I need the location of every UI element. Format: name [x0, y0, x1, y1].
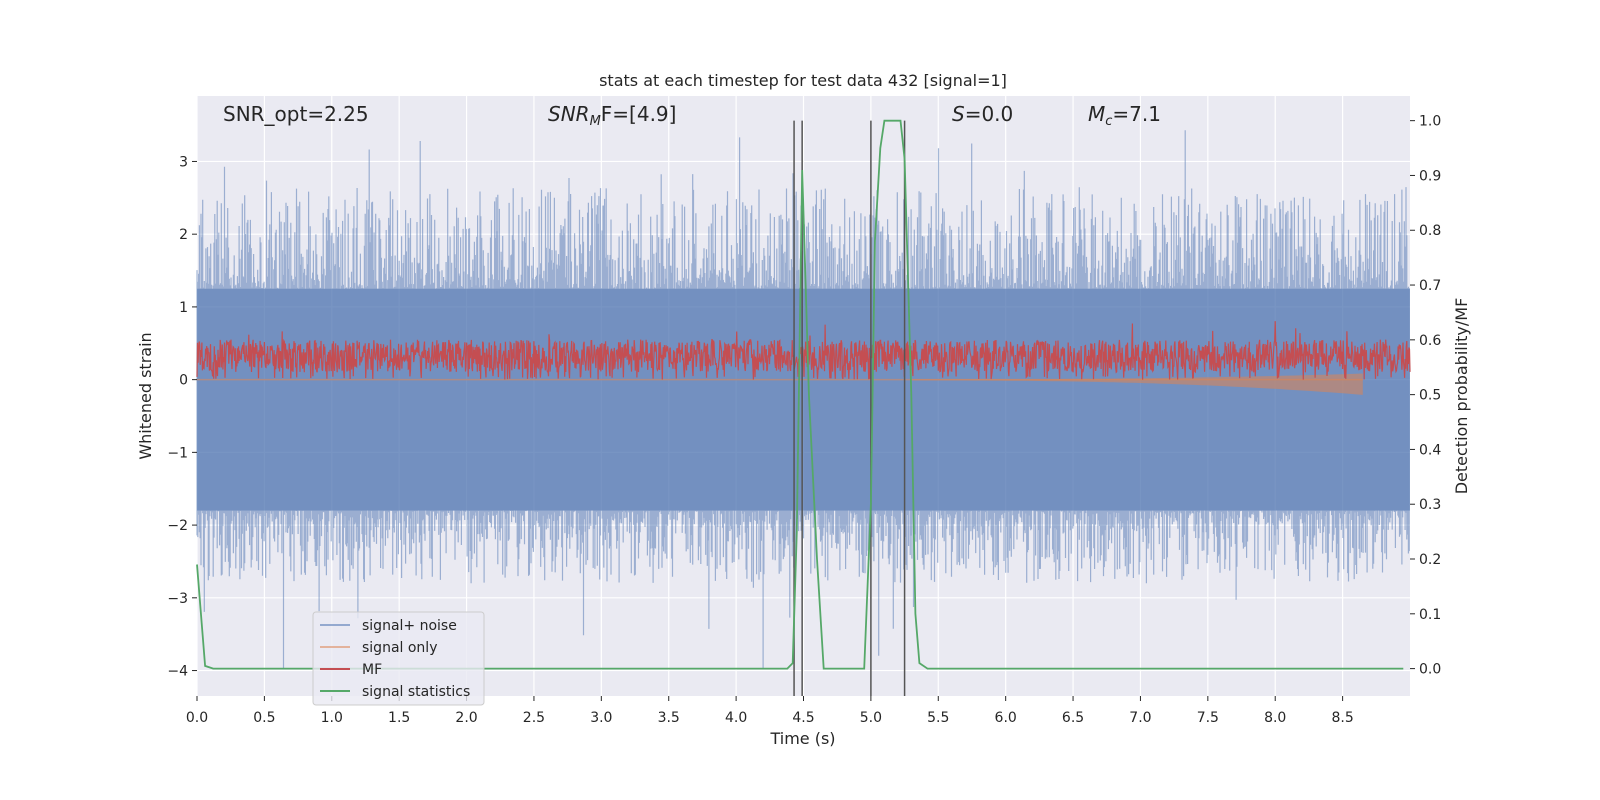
x-tick-label: 0.5: [253, 710, 275, 726]
x-tick-label: 0.0: [186, 710, 208, 726]
x-tick-label: 8.0: [1264, 710, 1286, 726]
legend: signal+ noise signal only MF signal stat…: [312, 611, 485, 706]
y-tick-label: 1: [179, 300, 188, 316]
x-tick-label: 3.0: [590, 710, 612, 726]
x-tick-label: 5.0: [860, 710, 882, 726]
y2-tick-label: 0.2: [1419, 552, 1441, 568]
legend-label-signal-only: signal only: [362, 640, 437, 656]
x-tick-label: 5.5: [927, 710, 949, 726]
y2-tick-label: 0.7: [1419, 278, 1441, 294]
x-tick-label: 7.0: [1129, 710, 1151, 726]
y2-tick-label: 0.9: [1419, 168, 1441, 184]
y-tick-label: −2: [167, 518, 188, 534]
y2-tick-label: 0.6: [1419, 333, 1441, 349]
y2-tick-label: 0.4: [1419, 442, 1441, 458]
series-mf: [196, 321, 1411, 380]
legend-label-mf: MF: [362, 662, 382, 678]
y2-tick-label: 1.0: [1419, 114, 1441, 130]
x-tick-label: 2.0: [455, 710, 477, 726]
x-tick-label: 8.5: [1331, 710, 1353, 726]
x-tick-label: 7.5: [1197, 710, 1219, 726]
x-tick-label: 1.0: [321, 710, 343, 726]
chart-title: stats at each timestep for test data 432…: [599, 71, 1007, 90]
x-tick-label: 4.0: [725, 710, 747, 726]
annotation-s: S=0.0: [952, 102, 1013, 126]
y-tick-label: 2: [179, 227, 188, 243]
y2-tick-label: 0.3: [1419, 497, 1441, 513]
y-tick-label: 0: [179, 373, 188, 389]
annotation-snr-mf: SNRMF=[4.9]: [548, 102, 676, 129]
y-tick-label: −1: [167, 445, 188, 461]
y2-axis-ticks: 1.0 0.9 0.8 0.7 0.6 0.5 0.4 0.3 0.2 0.1 0.0: [1410, 114, 1441, 678]
x-tick-label: 3.5: [658, 710, 680, 726]
legend-label-signal-statistics: signal statistics: [362, 684, 470, 700]
y2-tick-label: 0.5: [1419, 388, 1441, 404]
x-tick-label: 6.5: [1062, 710, 1084, 726]
y-tick-label: −3: [167, 591, 188, 607]
y-tick-label: 3: [179, 154, 188, 170]
y2-tick-label: 0.1: [1419, 607, 1441, 623]
x-tick-label: 4.5: [792, 710, 814, 726]
x-tick-label: 6.0: [995, 710, 1017, 726]
y2-tick-label: 0.8: [1419, 223, 1441, 239]
series-signal-plus-noise: [196, 130, 1410, 669]
y-axis-label: Whitened strain: [136, 332, 155, 459]
annotation-snr-opt: SNR_opt=2.25: [223, 102, 369, 126]
chirp-envelope: [911, 373, 1363, 395]
x-tick-label: 2.5: [523, 710, 545, 726]
y-tick-label: −4: [167, 664, 188, 680]
x-axis-label: Time (s): [769, 729, 835, 748]
annotation-mc: Mc=7.1: [1088, 102, 1161, 129]
legend-box: [312, 611, 485, 706]
mf-trace: [196, 321, 1411, 380]
series-signal-only: [197, 373, 1363, 395]
legend-label-signal-plus-noise: signal+ noise: [362, 618, 457, 634]
y2-axis-label: Detection probability/MF: [1452, 298, 1471, 495]
x-axis-ticks: 0.0 0.5 1.0 1.5 2.0 2.5 3.0 3.5 4.0 4.5 5.0 5.5 6.0 6…: [186, 696, 1354, 726]
x-tick-label: 1.5: [388, 710, 410, 726]
y2-tick-label: 0.0: [1419, 662, 1441, 678]
y-axis-ticks: 3 2 1 0 −1 −2 −3 −4: [167, 154, 197, 680]
